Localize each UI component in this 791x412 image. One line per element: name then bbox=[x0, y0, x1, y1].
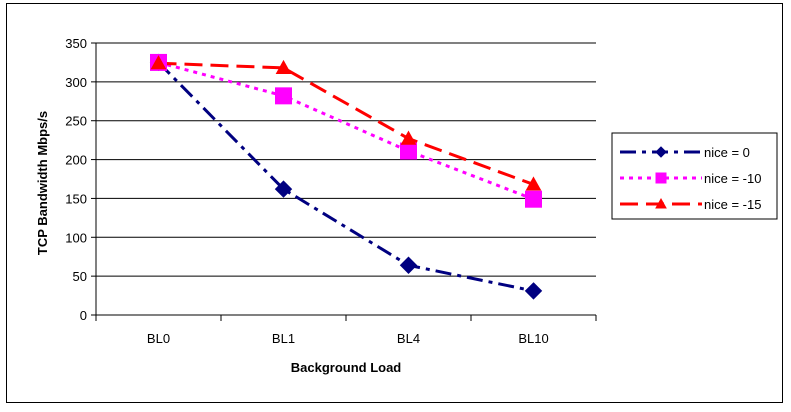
legend-entry: nice = 0 bbox=[620, 145, 750, 160]
x-tick-labels: BL0 BL1 BL4 BL10 bbox=[147, 331, 549, 346]
series-1 bbox=[158, 60, 535, 201]
x-tick-label: BL10 bbox=[518, 331, 548, 346]
x-tick-label: BL1 bbox=[272, 331, 295, 346]
legend-label: nice = 0 bbox=[704, 145, 750, 160]
legend-marker bbox=[655, 172, 667, 184]
legend-box bbox=[611, 132, 778, 220]
data-point bbox=[400, 142, 417, 160]
y-tick-label: 200 bbox=[65, 153, 87, 168]
series-markers-1 bbox=[150, 53, 542, 208]
series-0 bbox=[157, 61, 534, 293]
y-tick-label: 50 bbox=[73, 269, 87, 284]
y-tick-label: 100 bbox=[65, 230, 87, 245]
data-point bbox=[150, 55, 167, 70]
y-tick-labels: 0 50 100 150 200 250 300 350 bbox=[65, 36, 87, 323]
series-line bbox=[157, 61, 534, 293]
y-tick-label: 350 bbox=[65, 36, 87, 51]
legend-marker bbox=[655, 146, 667, 158]
gridlines bbox=[96, 42, 596, 277]
axes bbox=[91, 42, 597, 321]
series-line bbox=[158, 61, 535, 186]
series-2 bbox=[158, 61, 535, 186]
legend-entry: nice = -10 bbox=[620, 171, 761, 186]
data-point bbox=[399, 256, 418, 274]
series-layer bbox=[149, 53, 543, 300]
data-point bbox=[525, 176, 542, 191]
x-tick-label: BL4 bbox=[397, 331, 420, 346]
data-point bbox=[400, 130, 417, 145]
data-point bbox=[274, 180, 293, 198]
data-point bbox=[525, 190, 542, 208]
x-axis-title: Background Load bbox=[291, 360, 402, 375]
y-tick-label: 0 bbox=[80, 308, 87, 323]
legend-label: nice = -10 bbox=[704, 171, 761, 186]
y-tick-label: 300 bbox=[65, 75, 87, 90]
series-markers-0 bbox=[149, 53, 543, 300]
legend: nice = 0 nice = -10 nice = -15 bbox=[611, 132, 778, 220]
y-tick-label: 250 bbox=[65, 114, 87, 129]
legend-label: nice = -15 bbox=[704, 197, 761, 212]
data-point bbox=[275, 87, 292, 105]
y-axis-title: TCP Bandwidth Mbps/s bbox=[35, 111, 50, 255]
legend-entry: nice = -15 bbox=[620, 197, 761, 212]
x-tick-label: BL0 bbox=[147, 331, 170, 346]
y-tick-label: 150 bbox=[65, 191, 87, 206]
series-line bbox=[158, 60, 535, 201]
series-markers-2 bbox=[150, 55, 542, 191]
data-point bbox=[275, 59, 292, 74]
data-point bbox=[524, 282, 543, 300]
legend-marker bbox=[655, 197, 667, 209]
